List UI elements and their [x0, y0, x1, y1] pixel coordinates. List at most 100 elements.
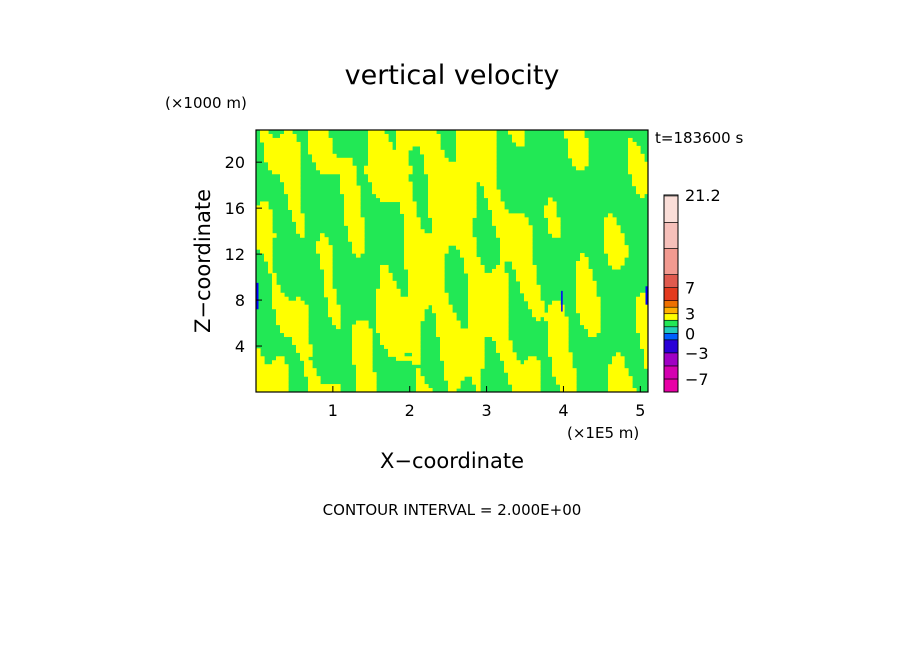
- field-cell: [276, 316, 309, 322]
- field-cell: [492, 221, 529, 226]
- field-cell: [380, 268, 389, 274]
- field-cell: [372, 189, 413, 195]
- field-cell: [608, 364, 625, 369]
- y-tick-label-0: 4: [235, 337, 245, 356]
- field-cell: [436, 320, 461, 326]
- field-cell: [496, 348, 513, 353]
- field-cell: [404, 261, 445, 266]
- field-cell: [476, 388, 481, 392]
- field-cell: [552, 360, 573, 365]
- field-cell: [552, 233, 561, 238]
- field-cell: [632, 173, 648, 179]
- field-cell: [288, 205, 301, 210]
- field-cell: [528, 304, 545, 310]
- field-cell: [568, 137, 589, 143]
- field-cell: [520, 284, 541, 290]
- field-cell: [272, 288, 281, 294]
- field-cell: [308, 141, 333, 147]
- field-cell: [640, 344, 648, 349]
- field-cell: [352, 336, 373, 341]
- field-cell: [552, 368, 577, 373]
- field-cell: [504, 368, 541, 373]
- field-cell: [548, 348, 569, 353]
- field-cell: [256, 384, 289, 389]
- field-cell: [508, 130, 525, 135]
- field-cell: [548, 217, 561, 222]
- field-cell: [548, 201, 557, 207]
- field-cell: [480, 181, 497, 187]
- field-cell: [308, 137, 333, 143]
- field-cell: [564, 133, 585, 139]
- field-cell: [368, 149, 409, 155]
- field-cell: [500, 245, 533, 250]
- colorbar-label-4: −3: [685, 344, 709, 363]
- field-cell: [572, 161, 589, 167]
- field-cell: [256, 221, 273, 226]
- field-cell: [296, 229, 305, 234]
- field-cell: [608, 368, 629, 373]
- field-cell: [428, 177, 497, 183]
- field-cell: [376, 328, 421, 334]
- field-cell: [424, 161, 497, 167]
- field-cell: [612, 360, 625, 365]
- field-cell: [316, 241, 329, 246]
- field-cell: [352, 249, 365, 254]
- field-cell: [640, 292, 648, 298]
- field-cell: [324, 272, 333, 278]
- field-cell: [568, 153, 589, 159]
- field-cell: [408, 268, 445, 274]
- field-cell: [328, 304, 341, 310]
- field-cell: [500, 356, 517, 361]
- field-cell: [264, 253, 273, 258]
- x-tick-label-3: 4: [558, 401, 568, 420]
- field-cell: [636, 185, 648, 191]
- field-cell: [516, 141, 525, 147]
- field-cell: [408, 288, 445, 294]
- field-cell: [608, 261, 625, 266]
- field-cell: [396, 141, 441, 147]
- field-cell: [448, 380, 461, 385]
- field-cell: [352, 332, 373, 338]
- field-cell: [256, 360, 265, 365]
- x-tick-label-1: 2: [405, 401, 415, 420]
- field-cell: [260, 130, 269, 135]
- field-cell: [260, 249, 273, 254]
- field-cell: [352, 344, 373, 349]
- field-cell: [256, 352, 261, 357]
- field-cell: [432, 221, 473, 226]
- field-cell: [576, 272, 593, 278]
- field-cell: [404, 229, 425, 234]
- field-cell: [524, 296, 541, 302]
- field-cell: [556, 376, 577, 381]
- field-cell: [608, 376, 633, 381]
- velocity-field: [256, 130, 648, 392]
- field-cell: [368, 130, 385, 135]
- field-cell: [376, 292, 401, 298]
- field-cell: [380, 280, 397, 286]
- field-cell: [316, 249, 333, 254]
- field-cell: [632, 181, 648, 187]
- field-cell: [444, 368, 481, 373]
- field-cell: [432, 229, 473, 234]
- field-cell: [368, 177, 409, 183]
- field-cell: [468, 284, 509, 290]
- field-cell: [500, 261, 505, 266]
- field-cell: [548, 324, 569, 330]
- field-cell: [296, 221, 305, 226]
- colorbar-band-3: [663, 339, 679, 354]
- field-cell: [400, 205, 417, 210]
- field-cell: [256, 364, 289, 369]
- field-cell: [368, 133, 389, 139]
- field-cell: [332, 320, 341, 326]
- field-cell: [272, 304, 309, 310]
- field-cell: [468, 292, 509, 298]
- field-cell: [576, 268, 593, 274]
- field-cell: [256, 209, 273, 214]
- field-cell: [436, 324, 461, 330]
- field-cell: [512, 384, 541, 389]
- colorbar-band-2: [663, 352, 679, 367]
- field-cell: [352, 324, 369, 330]
- field-cell: [364, 165, 413, 171]
- field-cell: [488, 197, 501, 203]
- field-cell: [416, 372, 421, 377]
